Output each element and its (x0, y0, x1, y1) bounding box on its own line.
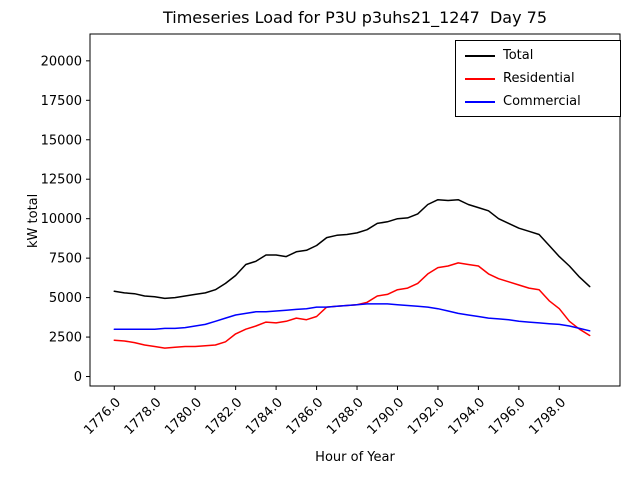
x-tick-label: 1778.0 (122, 395, 165, 438)
y-tick-label: 7500 (49, 252, 82, 267)
legend-line-swatch (465, 77, 495, 80)
series-line-commercial (113, 303, 591, 332)
legend-entry-total: Total (465, 48, 611, 63)
chart-title: Timeseries Load for P3U p3uhs21_1247 Day… (162, 8, 548, 27)
x-tick-label: 1776.0 (81, 395, 124, 438)
x-axis-label: Hour of Year (315, 450, 395, 465)
y-tick-label: 12500 (41, 173, 82, 188)
legend-label: Residential (503, 71, 575, 86)
x-tick-label: 1790.0 (365, 395, 408, 438)
x-tick-label: 1788.0 (324, 395, 367, 438)
legend-label: Commercial (503, 94, 581, 109)
y-tick-label: 15000 (41, 133, 82, 148)
y-tick-label: 5000 (49, 291, 82, 306)
y-tick-label: 17500 (41, 94, 82, 109)
x-tick-label: 1794.0 (445, 395, 488, 438)
y-tick-label: 20000 (41, 54, 82, 69)
legend-label: Total (503, 48, 534, 63)
x-tick-label: 1782.0 (203, 395, 246, 438)
legend-entry-residential: Residential (465, 71, 611, 86)
axes-frame (89, 33, 621, 387)
legend-entry-commercial: Commercial (465, 94, 611, 109)
y-tick-label: 2500 (49, 331, 82, 346)
legend-line-swatch (465, 100, 495, 103)
legend-line-swatch (465, 54, 495, 57)
series-line-total (113, 198, 591, 300)
legend: Total Residential Commercial (455, 40, 621, 117)
y-tick-label: 0 (74, 370, 82, 385)
x-tick-label: 1792.0 (405, 395, 448, 438)
y-axis-label: kW total (26, 193, 41, 248)
x-tick-label: 1780.0 (162, 395, 205, 438)
x-tick-label: 1784.0 (243, 395, 286, 438)
y-tick-label: 10000 (41, 212, 82, 227)
x-tick-label: 1796.0 (486, 395, 529, 438)
x-tick-label: 1786.0 (284, 395, 327, 438)
x-tick-label: 1798.0 (526, 395, 569, 438)
